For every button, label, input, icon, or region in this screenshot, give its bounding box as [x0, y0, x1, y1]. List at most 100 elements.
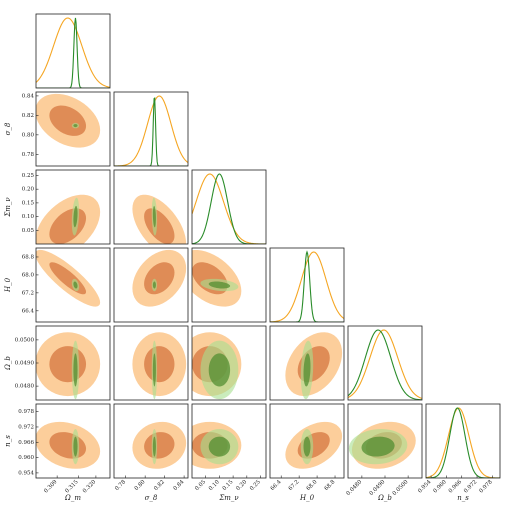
- y-tick-label: 0.978: [18, 409, 34, 415]
- panel-frame: [113, 169, 189, 245]
- panel-2-3: [192, 249, 242, 307]
- marginal-curve: [348, 329, 422, 400]
- panel-1-2: [132, 194, 187, 244]
- y-tick-label: 0.0490: [15, 361, 35, 367]
- x-tick-label: 0.0480: [345, 479, 363, 497]
- contour-1sigma: [73, 124, 78, 128]
- contour-1sigma: [361, 436, 395, 457]
- y-tick-label: 0.82: [22, 113, 34, 119]
- panel-2-5: [192, 421, 242, 469]
- panel-2-4: [192, 332, 242, 400]
- x-tick-label: 0.0500: [392, 479, 410, 497]
- marginal-curve: [270, 251, 344, 322]
- panel-0-0: [36, 17, 110, 88]
- marginal-curve: [192, 173, 266, 244]
- y-tick-label: 0.972: [18, 424, 34, 430]
- x-tick-label: 68.8: [324, 479, 337, 492]
- x-tick-label: 0.320: [82, 479, 98, 495]
- panel-3-4: [285, 332, 343, 400]
- contour-1sigma: [73, 436, 78, 457]
- x-tick-label: 66.4: [270, 479, 283, 492]
- y-tick-label: 0.0500: [15, 337, 35, 343]
- panel-5-5: [426, 407, 500, 478]
- x-tick-label: 0.954: [417, 479, 433, 495]
- panel-1-1: [114, 95, 188, 166]
- x-tick-label: 0.05: [194, 479, 207, 492]
- panel-frame: [113, 247, 189, 323]
- x-tick-label: 0.972: [463, 479, 478, 494]
- panel-frame: [113, 403, 189, 479]
- y-tick-label: 68.0: [22, 272, 35, 278]
- y-tick-label: 0.84: [22, 93, 35, 99]
- contour-1sigma: [144, 346, 175, 383]
- x-axis-label: Ω_m: [64, 494, 81, 502]
- panel-frame: [35, 247, 111, 323]
- contour-1sigma: [152, 281, 156, 289]
- panel-frame: [191, 247, 267, 323]
- y-tick-label: 0.05: [22, 228, 35, 234]
- contour-1sigma: [73, 353, 78, 387]
- panel-frame: [425, 403, 501, 479]
- contour-1sigma: [208, 353, 231, 387]
- x-axis-label: n_s: [457, 494, 469, 502]
- y-axis-label: H_0: [4, 277, 12, 293]
- x-tick-label: 0.309: [43, 479, 59, 495]
- panel-1-5: [132, 421, 187, 469]
- panel-0-1: [36, 93, 101, 148]
- x-tick-label: 0.82: [153, 479, 166, 492]
- contour-1sigma: [152, 436, 156, 457]
- x-tick-label: 0.15: [222, 479, 235, 492]
- contour-1sigma: [303, 436, 311, 457]
- x-tick-label: 0.10: [208, 479, 221, 492]
- marginal-curve: [348, 329, 422, 399]
- contour-1sigma: [144, 432, 175, 459]
- marginal-curve: [426, 407, 500, 478]
- x-axis-label: Ω_b: [377, 494, 392, 502]
- panel-frame: [191, 169, 267, 245]
- y-tick-label: 0.78: [22, 152, 35, 158]
- marginal-curve: [114, 97, 188, 166]
- panel-frame: [269, 247, 345, 323]
- x-axis-label: Σm_ν: [218, 494, 239, 502]
- panel-frame: [35, 13, 111, 89]
- x-tick-label: 0.78: [114, 479, 127, 492]
- contour-1sigma: [73, 281, 78, 289]
- x-tick-label: 0.960: [432, 479, 448, 495]
- x-tick-label: 0.84: [173, 479, 186, 492]
- y-tick-label: 66.4: [22, 308, 35, 314]
- panel-frame: [347, 325, 423, 401]
- contour-1sigma: [49, 346, 87, 383]
- y-tick-label: 67.2: [22, 290, 34, 296]
- panel-frame: [269, 403, 345, 479]
- contour-1sigma: [208, 436, 231, 457]
- contour-1sigma: [73, 205, 78, 228]
- x-axis-label: H_0: [299, 494, 315, 502]
- marginal-curve: [270, 250, 344, 322]
- panel-frame: [191, 403, 267, 479]
- marginal-curve: [36, 17, 110, 88]
- panel-0-2: [36, 194, 101, 244]
- panel-frame: [35, 91, 111, 167]
- contour-1sigma: [144, 208, 175, 244]
- x-tick-label: 0.978: [478, 479, 494, 495]
- panel-frame: [191, 325, 267, 401]
- panel-frame: [35, 169, 111, 245]
- y-axis-label: Σm_ν: [4, 197, 12, 218]
- contour-1sigma: [303, 353, 311, 387]
- panel-0-5: [36, 421, 101, 469]
- y-tick-label: 0.954: [18, 470, 34, 476]
- contour-1sigma: [208, 281, 231, 289]
- y-tick-label: 0.960: [18, 455, 34, 461]
- marginal-curve: [114, 95, 188, 166]
- panel-frame: [113, 91, 189, 167]
- y-tick-label: 0.0480: [15, 384, 35, 390]
- panel-3-5: [285, 421, 343, 469]
- y-tick-label: 0.80: [22, 132, 35, 138]
- panel-frame: [269, 325, 345, 401]
- x-tick-label: 0.966: [448, 479, 464, 495]
- contour-1sigma: [152, 353, 156, 387]
- y-tick-label: 0.10: [22, 214, 35, 220]
- x-tick-label: 0.80: [134, 479, 147, 492]
- x-tick-label: 68.0: [306, 479, 319, 492]
